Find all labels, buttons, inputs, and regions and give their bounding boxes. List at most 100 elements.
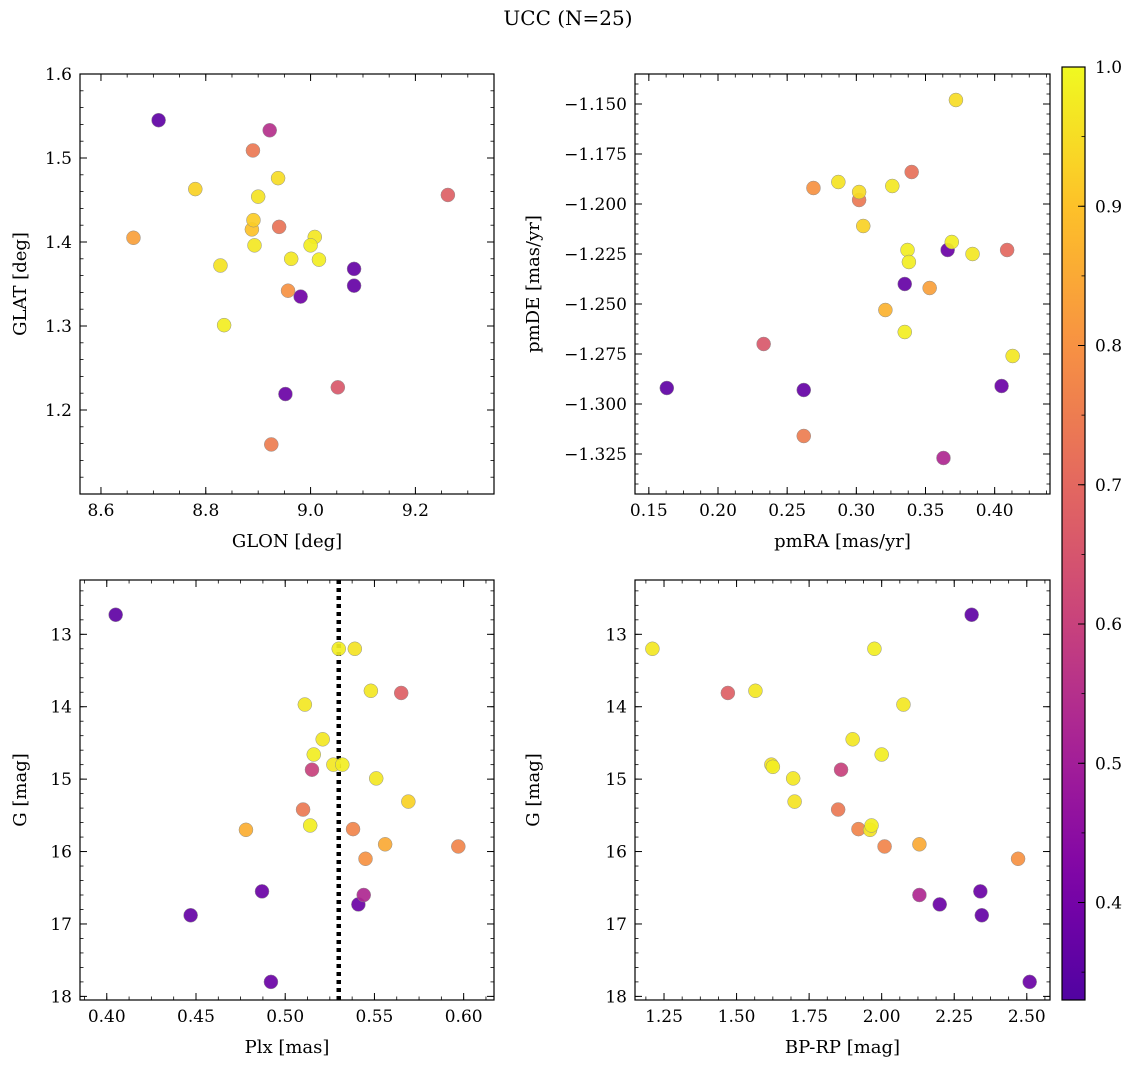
scatter-point <box>796 382 812 398</box>
scatter-point <box>659 380 675 396</box>
scatter-point <box>108 607 123 623</box>
scatter-point <box>748 683 763 699</box>
scatter-point <box>280 283 296 298</box>
y-tick-label: 15 <box>605 770 627 790</box>
scatter-point <box>912 837 927 852</box>
scatter-point <box>331 641 346 657</box>
colorbar-tick-label: 0.9 <box>1095 197 1122 217</box>
scatter-point <box>293 289 308 304</box>
scatter-point <box>948 92 964 108</box>
y-tick-label: 18 <box>50 987 72 1007</box>
figure-title: UCC (N=25) <box>503 6 633 30</box>
x-axis-label: GLON [deg] <box>232 531 342 552</box>
x-tick-label: 2.00 <box>863 1007 901 1027</box>
scatter-point <box>973 884 988 899</box>
scatter-point <box>377 837 393 852</box>
scatter-point <box>974 908 990 923</box>
colorbar-tick-label: 0.5 <box>1095 754 1122 774</box>
colorbar-tick-label: 1.0 <box>1095 58 1122 78</box>
scatter-point <box>247 238 262 253</box>
colorbar-bar <box>1061 66 1086 1001</box>
scatter-point <box>304 762 320 777</box>
x-tick-label: 0.40 <box>88 1007 126 1027</box>
x-tick-label: 0.45 <box>177 1007 215 1027</box>
scatter-point <box>283 251 299 267</box>
scatter-point <box>393 685 409 701</box>
y-tick-label: 1.4 <box>45 233 72 253</box>
scatter-point <box>238 822 254 838</box>
y-tick-label: 13 <box>50 625 72 645</box>
scatter-point <box>345 821 361 837</box>
scatter-point <box>1005 348 1020 364</box>
scatter-point <box>346 261 362 277</box>
colorbar-tick-label: 0.4 <box>1095 894 1122 914</box>
scatter-point <box>912 887 927 903</box>
y-tick-label: 14 <box>605 698 627 718</box>
scatter-point <box>964 607 979 623</box>
scatter-point <box>246 212 261 228</box>
scatter-point <box>335 757 350 772</box>
y-axis-label: GLAT [deg] <box>10 232 31 336</box>
scatter-point <box>833 762 849 777</box>
scatter-point <box>831 174 846 190</box>
scatter-point <box>645 641 660 657</box>
x-tick-label: 0.40 <box>976 501 1014 521</box>
x-tick-label: 0.60 <box>445 1007 483 1027</box>
y-tick-label: −1.175 <box>564 145 627 165</box>
scatter-point <box>330 380 346 395</box>
scatter-point <box>151 112 166 128</box>
scatter-point <box>401 794 416 809</box>
x-tick-label: 1.50 <box>718 1007 756 1027</box>
scatter-point <box>877 839 892 854</box>
y-tick-label: −1.300 <box>564 395 627 415</box>
scatter-point <box>994 378 1009 394</box>
colorbar: 0.4 0.5 0.6 0.7 0.8 0.9 1.0 <box>1061 58 1122 1001</box>
axes-frame <box>634 73 1051 495</box>
scatter-point <box>830 802 846 817</box>
scatter-point <box>297 697 313 712</box>
scatter-point <box>216 317 232 333</box>
scatter-point <box>368 771 384 786</box>
scatter-point <box>451 839 466 854</box>
y-tick-label: 16 <box>50 843 72 863</box>
x-tick-label: 8.8 <box>192 501 219 521</box>
scatter-point <box>262 123 277 138</box>
x-tick-label: 0.15 <box>630 501 668 521</box>
axes-frame <box>79 73 495 495</box>
scatter-point <box>901 254 917 270</box>
x-axis-label: BP-RP [mag] <box>785 1037 900 1058</box>
x-axis-label: pmRA [mas/yr] <box>774 531 911 552</box>
scatter-point <box>999 242 1015 258</box>
x-tick-label: 0.30 <box>837 501 875 521</box>
y-tick-label: 15 <box>50 770 72 790</box>
scatter-point <box>864 818 879 833</box>
colorbar-tick-label: 0.7 <box>1095 476 1122 496</box>
y-tick-label: −1.325 <box>564 445 627 465</box>
y-tick-label: 14 <box>50 698 72 718</box>
scatter-point <box>311 252 327 267</box>
y-tick-label: −1.150 <box>564 95 627 115</box>
y-tick-label: −1.275 <box>564 345 627 365</box>
y-tick-label: 17 <box>50 915 72 935</box>
scatter-point <box>932 897 947 912</box>
scatter-point <box>878 302 893 318</box>
axes-frame <box>634 579 1051 1001</box>
scatter-point <box>896 697 911 712</box>
panel-pmra-pmde: 0.15 0.20 0.25 0.30 0.35 0.40 −1.325 −1.300 −1.2… <box>523 73 1051 552</box>
scatter-point <box>356 887 371 903</box>
x-tick-label: 0.55 <box>356 1007 394 1027</box>
scatter-point <box>785 771 801 786</box>
y-axis-label: G [mag] <box>10 753 31 826</box>
colorbar-tick-label: 0.6 <box>1095 615 1122 635</box>
scatter-point <box>126 230 141 246</box>
scatter-point <box>254 884 270 899</box>
scatter-point <box>904 164 919 180</box>
scatter-point <box>897 324 912 340</box>
y-tick-label: −1.250 <box>564 295 627 315</box>
y-tick-label: −1.225 <box>564 245 627 265</box>
scatter-point <box>358 851 373 867</box>
scatter-point <box>271 219 287 235</box>
scatter-point <box>263 974 279 990</box>
y-tick-label: 1.6 <box>45 65 72 85</box>
